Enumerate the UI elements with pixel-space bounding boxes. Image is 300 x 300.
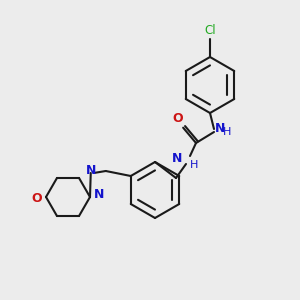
Text: O: O [173,112,184,125]
Text: Cl: Cl [204,24,216,37]
Text: H: H [223,127,231,137]
Text: N: N [85,164,96,178]
Text: H: H [190,160,198,170]
Text: N: N [215,122,225,134]
Text: O: O [32,193,42,206]
Text: N: N [94,188,104,202]
Text: N: N [172,152,182,164]
